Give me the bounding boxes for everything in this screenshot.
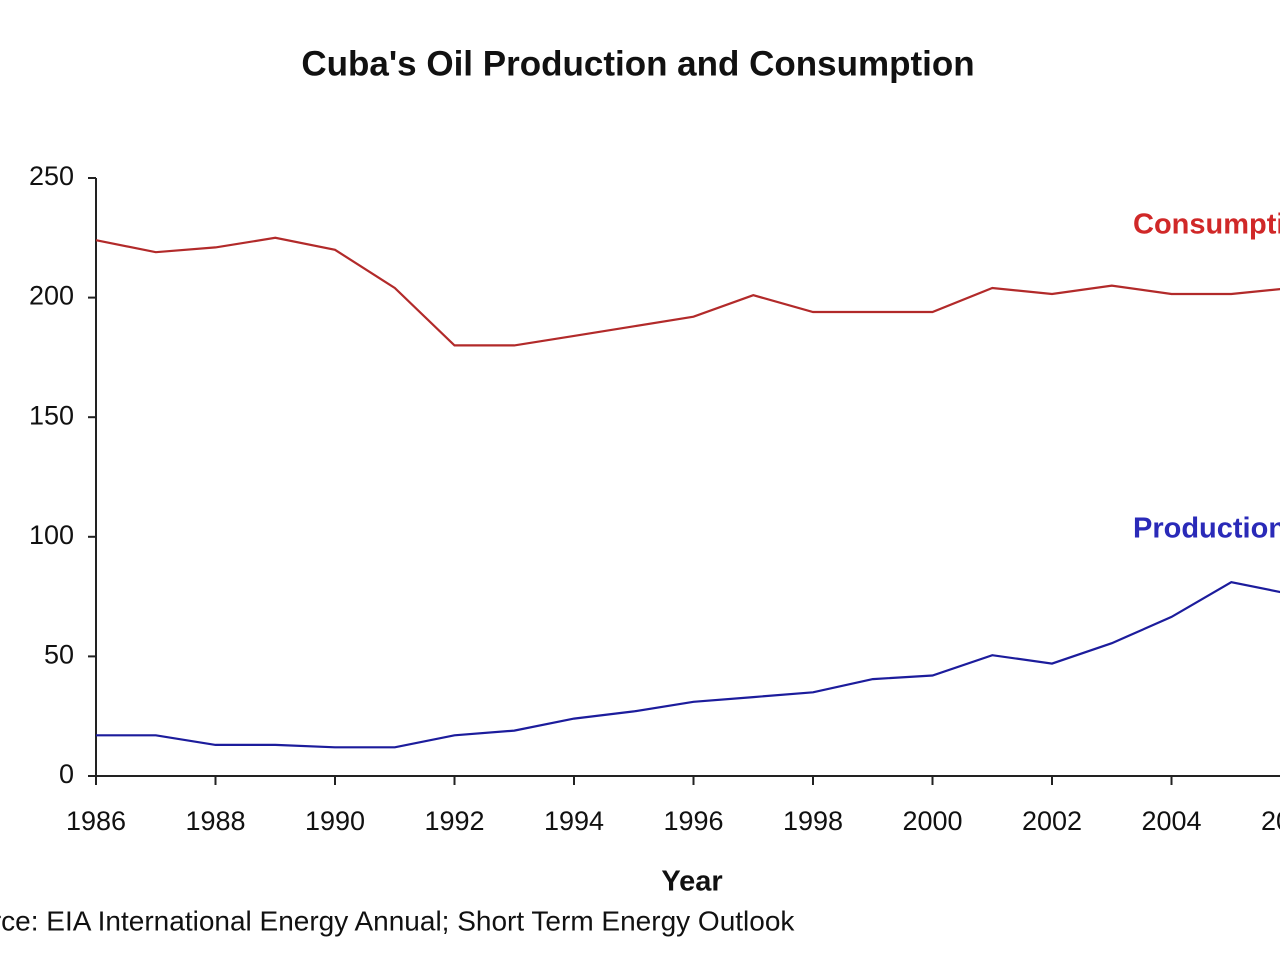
x-tick-label: 1998 bbox=[783, 806, 843, 836]
chart-title: Cuba's Oil Production and Consumption bbox=[301, 44, 974, 83]
series-line bbox=[96, 581, 1280, 749]
x-tick-label: 2002 bbox=[1022, 806, 1082, 836]
x-tick-label: 2000 bbox=[902, 806, 962, 836]
series-label: Consumption bbox=[1133, 209, 1280, 241]
y-tick-label: 250 bbox=[29, 161, 74, 191]
x-tick-label: 1990 bbox=[305, 806, 365, 836]
x-tick-label: 1986 bbox=[66, 806, 126, 836]
x-tick-label: 1992 bbox=[424, 806, 484, 836]
source-note: Source: EIA International Energy Annual;… bbox=[0, 905, 795, 936]
y-tick-label: 100 bbox=[29, 520, 74, 550]
x-axis-label: Year bbox=[661, 866, 722, 898]
x-tick-label: 2004 bbox=[1141, 806, 1201, 836]
y-tick-label: 50 bbox=[44, 640, 74, 670]
x-tick-label: 2006 bbox=[1261, 806, 1280, 836]
x-tick-label: 1996 bbox=[663, 806, 723, 836]
series-line bbox=[95, 236, 1280, 347]
x-tick-label: 1994 bbox=[544, 806, 604, 836]
x-tick-label: 1988 bbox=[185, 806, 245, 836]
series-label: Production bbox=[1133, 513, 1280, 545]
y-tick-label: 150 bbox=[29, 400, 74, 430]
y-tick-label: 200 bbox=[29, 281, 74, 311]
y-tick-label: 0 bbox=[59, 759, 74, 789]
